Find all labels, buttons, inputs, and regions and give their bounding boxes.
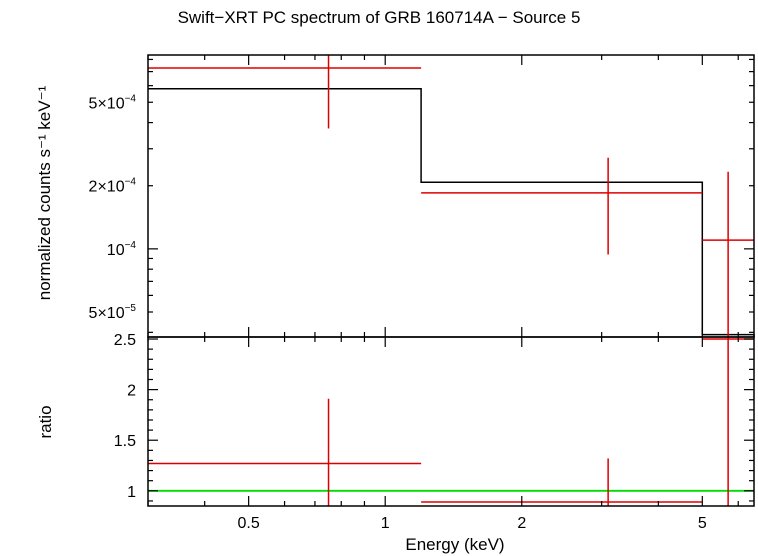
y-tick-label: 2.5 — [114, 332, 136, 349]
ratio-data-point — [421, 458, 703, 506]
ratio-panel: 0.5 1 2 5 1 1.5 2 2.5 — [114, 332, 755, 532]
y-tick-mantissa: 5×10 — [89, 305, 125, 322]
spectrum-data-point — [148, 55, 422, 129]
y-tick-mantissa: 2×10 — [89, 179, 125, 196]
spectrum-data-point — [702, 171, 754, 337]
y-tick-exponent: −5 — [125, 303, 137, 314]
y-tick-label: 1.5 — [114, 433, 136, 450]
y-tick-exponent: −4 — [125, 240, 137, 251]
y-tick-exponent: −4 — [125, 177, 137, 188]
y-tick-label: 10−4 — [107, 240, 137, 259]
spectrum-panel-frame — [147, 54, 755, 338]
model-step-line — [148, 87, 755, 337]
x-tick-label: 1 — [381, 515, 390, 532]
ratio-data-point — [148, 398, 422, 506]
x-tick-label: 0.5 — [238, 515, 260, 532]
spectrum-data-point — [421, 157, 703, 255]
y-tick-mantissa: 10 — [107, 242, 125, 259]
y-tick-mantissa: 5×10 — [89, 95, 125, 112]
x-tick-label: 5 — [698, 515, 707, 532]
ratio-panel-frame — [147, 336, 755, 507]
chart-title: Swift−XRT PC spectrum of GRB 160714A − S… — [177, 8, 581, 27]
ratio-data-point — [702, 337, 754, 506]
ratio-y-axis-label: ratio — [36, 405, 55, 439]
x-tick-label: 2 — [517, 515, 526, 532]
spectrum-panel: 5×10−510−42×10−45×10−4 — [89, 54, 755, 338]
top-y-axis-label: normalized counts s⁻¹ keV⁻¹ — [35, 85, 54, 301]
x-axis-label: Energy (keV) — [405, 535, 505, 554]
y-tick-label: 1 — [127, 484, 136, 501]
y-tick-exponent: −4 — [125, 93, 137, 104]
y-tick-label: 5×10−5 — [89, 303, 137, 322]
y-tick-label: 5×10−4 — [89, 93, 137, 112]
y-tick-label: 2 — [127, 383, 136, 400]
y-tick-label: 2×10−4 — [89, 177, 137, 196]
